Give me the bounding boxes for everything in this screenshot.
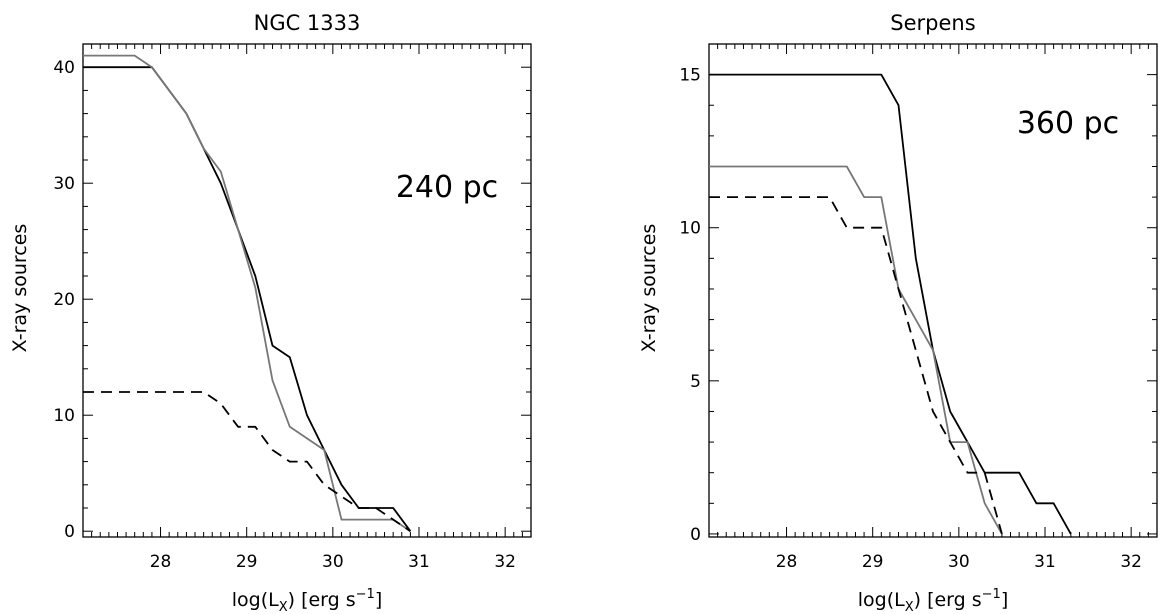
distance-annotation: 240 pc — [396, 170, 498, 205]
y-tick-label: 20 — [53, 290, 75, 310]
x-tick-label: 28 — [776, 552, 798, 572]
chart-panel-1: 28 29 30 31 32 0 10 20 30 40 NGC 1333 240 pc X-ray s… — [9, 11, 531, 614]
y-tick-label: 30 — [53, 174, 75, 194]
x-tick-label: 32 — [1120, 552, 1142, 572]
series-line-3 — [709, 197, 1002, 534]
y-axis-label: X-ray sources — [9, 224, 31, 353]
series-line-2 — [709, 167, 1002, 534]
x-tick-label: 30 — [948, 552, 970, 572]
series-line-1 — [83, 67, 410, 531]
x-tick-label: 32 — [494, 552, 516, 572]
x-axis-label-part: −1 — [982, 587, 1001, 602]
y-tick-label: 5 — [690, 372, 701, 392]
x-tick-label: 31 — [408, 552, 430, 572]
x-tick-label: 29 — [862, 552, 884, 572]
x-axis-label-part: ) [erg s — [914, 589, 982, 611]
x-axis-label-part: log(L — [858, 589, 905, 611]
y-tick-label: 40 — [53, 58, 75, 78]
x-tick-label: 30 — [322, 552, 344, 572]
x-axis-label-part: ] — [375, 589, 382, 611]
x-axis-label-part: X — [279, 600, 288, 614]
series-line-1 — [709, 75, 1071, 534]
y-tick-label: 0 — [64, 522, 75, 542]
y-tick-label: 0 — [690, 525, 701, 545]
distance-annotation: 360 pc — [1017, 106, 1119, 141]
chart-title: NGC 1333 — [254, 11, 361, 35]
x-axis-label-part: ] — [1001, 589, 1008, 611]
chart-title: Serpens — [890, 11, 975, 35]
x-tick-label: 29 — [236, 552, 258, 572]
series-line-3 — [83, 392, 410, 531]
x-axis-label-part: ) [erg s — [288, 589, 356, 611]
x-tick-label: 28 — [150, 552, 172, 572]
x-axis-label-part: −1 — [356, 587, 375, 602]
x-tick-label: 31 — [1034, 552, 1056, 572]
chart-panel-2: 28 29 30 31 32 0 5 10 15 Serpens 360 pc X-ray sourc… — [638, 11, 1157, 614]
x-axis-label-part: X — [905, 600, 914, 614]
y-axis-label: X-ray sources — [638, 224, 660, 353]
x-axis-label: log(LX) [erg s−1] — [858, 587, 1009, 614]
y-tick-label: 10 — [679, 219, 701, 239]
y-tick-label: 10 — [53, 406, 75, 426]
series-line-2 — [83, 56, 410, 532]
y-tick-label: 15 — [679, 66, 701, 86]
x-axis-label-part: log(L — [232, 589, 279, 611]
x-axis-label: log(LX) [erg s−1] — [232, 587, 383, 614]
